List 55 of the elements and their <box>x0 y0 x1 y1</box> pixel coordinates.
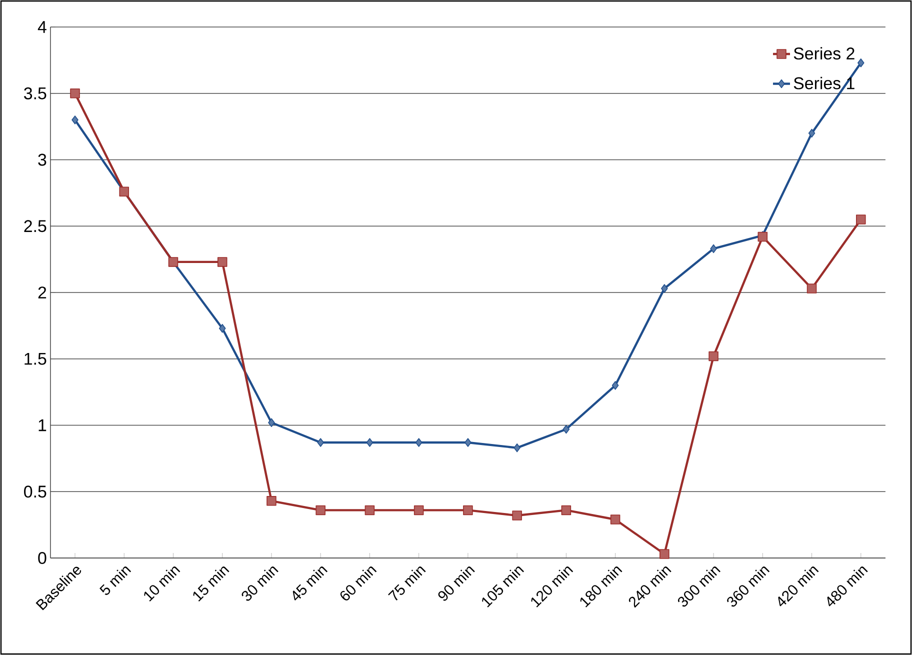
point <box>661 284 668 293</box>
x-tick-label: 60 min <box>340 566 377 600</box>
x-tick-label: 105 min <box>482 566 524 608</box>
point <box>858 58 864 68</box>
point <box>806 284 817 294</box>
x-tick-label: 45 min <box>292 566 328 600</box>
x-tick-label: 360 min <box>727 566 770 607</box>
point <box>317 438 324 447</box>
point <box>610 514 620 524</box>
x-tick-label: 240 min <box>628 566 672 608</box>
y-tick-label: 4 <box>38 21 46 33</box>
x-tick-label: 120 min <box>531 566 574 608</box>
point <box>366 438 374 447</box>
point <box>72 116 78 124</box>
point <box>808 128 816 138</box>
x-tick-label: 90 min <box>438 566 475 601</box>
point <box>856 214 866 224</box>
point <box>710 244 717 254</box>
x-tick-label: 15 min <box>193 566 230 602</box>
point <box>512 510 522 520</box>
y-tick-label: 0 <box>38 552 46 564</box>
y-tick-label: 3.5 <box>24 87 46 100</box>
point <box>414 505 424 516</box>
point <box>218 324 226 333</box>
y-tick-label: 2.5 <box>24 220 46 232</box>
x-tick-label: 5 min <box>100 566 132 595</box>
point <box>364 505 375 516</box>
point <box>514 443 520 452</box>
point <box>217 257 228 267</box>
x-tick-label: 420 min <box>778 566 819 606</box>
point <box>268 418 275 427</box>
x-tick-label: 30 min <box>242 566 278 601</box>
point <box>463 505 473 516</box>
y-tick-label: 2 <box>38 286 46 298</box>
x-tick-label: 10 min <box>144 566 180 602</box>
point <box>708 351 718 362</box>
point <box>561 505 572 516</box>
y-tick-label: 1 <box>38 419 46 432</box>
point <box>316 505 326 516</box>
x-tick-label: 480 min <box>827 566 868 606</box>
y-tick-label: 0.5 <box>24 486 46 498</box>
point <box>660 549 670 559</box>
x-tick-label: 180 min <box>580 566 622 608</box>
legend-label: Series 1 <box>794 76 854 90</box>
y-tick-label: 3 <box>38 154 46 166</box>
y-tick-label: 1.5 <box>24 352 46 365</box>
point <box>464 438 472 447</box>
legend-label: Series 2 <box>794 47 854 60</box>
point <box>415 438 422 447</box>
x-tick-label: 75 min <box>388 566 426 600</box>
point <box>562 424 570 434</box>
point <box>612 381 619 390</box>
x-tick-label: 300 min <box>678 566 720 607</box>
point <box>70 88 80 98</box>
point <box>266 496 276 506</box>
